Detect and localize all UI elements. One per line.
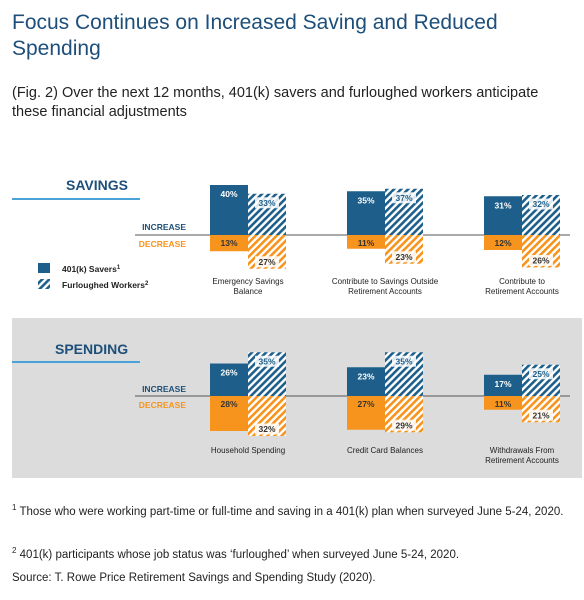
decrease-label: DECREASE xyxy=(139,239,187,249)
data-label-backing xyxy=(392,355,416,367)
category-label: Emergency Savings xyxy=(212,277,283,286)
bar-decrease xyxy=(210,235,248,252)
data-label-increase: 35% xyxy=(357,195,374,205)
data-label-decrease: 28% xyxy=(220,399,237,409)
category-label: Household Spending xyxy=(211,446,285,455)
category-label: Balance xyxy=(234,287,263,296)
data-label-backing xyxy=(392,192,416,204)
page-title: Focus Continues on Increased Saving and … xyxy=(12,11,498,60)
category-label: Retirement Accounts xyxy=(485,456,559,465)
increase-label: INCREASE xyxy=(142,222,186,232)
legend-label: 401(k) Savers1 xyxy=(62,264,121,274)
footnote-1-mark: 1 xyxy=(12,503,17,512)
savings-panel: SAVINGSINCREASEDECREASE40%13%35%11%31%12… xyxy=(12,177,570,296)
legend-note: 2 xyxy=(145,281,149,287)
panel-heading: SAVINGS xyxy=(66,177,128,193)
bar-increase xyxy=(347,367,385,396)
data-label-decrease: 11% xyxy=(495,399,512,409)
data-label-increase: 26% xyxy=(220,368,237,378)
legend-label: Furloughed Workers2 xyxy=(62,280,149,290)
spending-panel: SPENDING INCREASE DECREASE 26% 28% 23% 27% 17% 1… xyxy=(12,318,582,478)
footnote-2-mark: 2 xyxy=(12,546,17,555)
data-label-increase: 35% xyxy=(258,356,275,366)
panel-heading: SPENDING xyxy=(55,341,128,357)
data-label-decrease: 26% xyxy=(532,256,549,266)
increase-label: INCREASE xyxy=(142,384,186,394)
category-label: Retirement Accounts xyxy=(485,287,559,296)
data-label-increase: 23% xyxy=(357,371,374,381)
data-label-increase: 31% xyxy=(494,200,511,210)
data-label-increase: 35% xyxy=(395,356,412,366)
data-label-increase: 17% xyxy=(494,379,511,389)
data-label-backing xyxy=(529,255,553,266)
data-label-backing xyxy=(392,419,416,431)
data-label-backing xyxy=(529,368,553,380)
category-label: Retirement Accounts xyxy=(348,287,422,296)
footnote-1: 1 Those who were working part-time or fu… xyxy=(12,500,572,520)
data-label-backing xyxy=(529,198,553,210)
data-label-backing xyxy=(392,251,416,263)
data-label-increase: 40% xyxy=(220,189,237,199)
data-label-decrease: 32% xyxy=(258,424,275,434)
legend-note: 1 xyxy=(117,265,121,271)
data-label-increase: 32% xyxy=(532,199,549,209)
data-label-backing xyxy=(255,423,279,435)
data-label-decrease: 11% xyxy=(358,238,375,248)
data-label-decrease: 21% xyxy=(532,410,549,420)
category-label: Contribute to Savings Outside xyxy=(332,277,439,286)
data-label-decrease: 23% xyxy=(395,252,412,262)
data-label-decrease: 29% xyxy=(395,420,412,430)
category-label: Withdrawals From xyxy=(490,446,555,455)
legend-swatch xyxy=(38,279,50,289)
source-note: Source: T. Rowe Price Retirement Savings… xyxy=(12,572,376,584)
bar-decrease xyxy=(484,396,522,410)
data-label-backing xyxy=(255,256,279,268)
data-label-backing xyxy=(529,409,553,421)
data-label-decrease: 13% xyxy=(220,238,237,248)
legend-swatch xyxy=(38,263,50,273)
bar-increase xyxy=(347,191,385,235)
data-label-increase: 37% xyxy=(395,193,412,203)
bar-increase xyxy=(210,363,248,396)
footnote-2: 2 401(k) participants whose job status w… xyxy=(12,543,572,563)
data-label-backing xyxy=(255,197,279,209)
bar-increase xyxy=(484,374,522,396)
bar-decrease xyxy=(210,396,248,431)
bar-increase xyxy=(210,185,248,235)
category-label: Credit Card Balances xyxy=(347,446,423,455)
figure-subtitle: (Fig. 2) Over the next 12 months, 401(k)… xyxy=(12,85,539,120)
data-label-increase: 33% xyxy=(258,198,275,208)
data-label-decrease: 12% xyxy=(494,238,511,248)
bar-decrease xyxy=(484,235,522,250)
category-label: Contribute to xyxy=(499,277,545,286)
data-label-decrease: 27% xyxy=(258,257,275,267)
data-label-increase: 25% xyxy=(532,369,549,379)
bar-decrease xyxy=(347,396,385,430)
data-label-decrease: 27% xyxy=(357,399,374,409)
bar-increase xyxy=(484,196,522,235)
footnote-1-text: Those who were working part-time or full… xyxy=(19,505,564,518)
bar-decrease xyxy=(347,235,385,249)
decrease-label: DECREASE xyxy=(139,400,187,410)
footnote-2-text: 401(k) participants whose job status was… xyxy=(19,548,460,561)
chart: SAVINGSINCREASEDECREASE40%13%35%11%31%12… xyxy=(12,177,582,478)
data-label-backing xyxy=(255,355,279,367)
